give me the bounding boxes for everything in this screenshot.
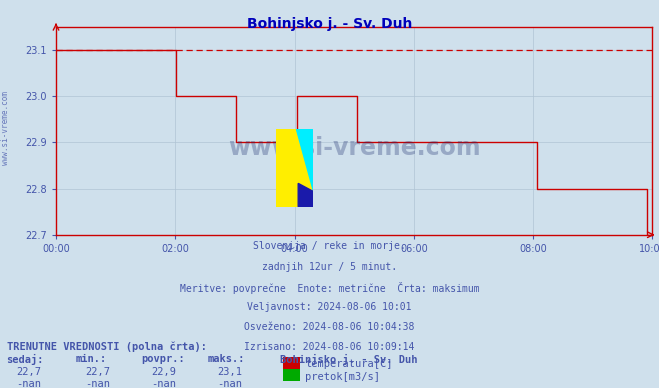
Text: 23,1: 23,1 bbox=[217, 367, 243, 377]
Text: pretok[m3/s]: pretok[m3/s] bbox=[305, 372, 380, 382]
Polygon shape bbox=[277, 129, 313, 207]
Text: -nan: -nan bbox=[217, 379, 243, 388]
Text: 22,9: 22,9 bbox=[152, 367, 177, 377]
Text: Bohinjsko j. - Sv. Duh: Bohinjsko j. - Sv. Duh bbox=[280, 354, 418, 365]
Text: Veljavnost: 2024-08-06 10:01: Veljavnost: 2024-08-06 10:01 bbox=[247, 302, 412, 312]
Polygon shape bbox=[297, 129, 313, 191]
Text: maks.:: maks.: bbox=[208, 354, 245, 364]
Text: sedaj:: sedaj: bbox=[7, 354, 44, 365]
Text: 22,7: 22,7 bbox=[16, 367, 42, 377]
Text: zadnjih 12ur / 5 minut.: zadnjih 12ur / 5 minut. bbox=[262, 262, 397, 272]
Text: -nan: -nan bbox=[16, 379, 42, 388]
Text: Slovenija / reke in morje.: Slovenija / reke in morje. bbox=[253, 241, 406, 251]
Text: 22,7: 22,7 bbox=[86, 367, 111, 377]
Text: min.:: min.: bbox=[76, 354, 107, 364]
Polygon shape bbox=[299, 184, 313, 207]
Text: www.si-vreme.com: www.si-vreme.com bbox=[228, 135, 480, 159]
Text: Izrisano: 2024-08-06 10:09:14: Izrisano: 2024-08-06 10:09:14 bbox=[244, 342, 415, 352]
Text: TRENUTNE VREDNOSTI (polna črta):: TRENUTNE VREDNOSTI (polna črta): bbox=[7, 341, 206, 352]
Text: -nan: -nan bbox=[152, 379, 177, 388]
Text: Bohinjsko j. - Sv. Duh: Bohinjsko j. - Sv. Duh bbox=[247, 17, 412, 31]
Text: temperatura[C]: temperatura[C] bbox=[305, 359, 393, 369]
Text: www.si-vreme.com: www.si-vreme.com bbox=[1, 91, 10, 165]
Text: povpr.:: povpr.: bbox=[142, 354, 185, 364]
Text: Osveženo: 2024-08-06 10:04:38: Osveženo: 2024-08-06 10:04:38 bbox=[244, 322, 415, 332]
Text: -nan: -nan bbox=[86, 379, 111, 388]
Text: Meritve: povprečne  Enote: metrične  Črta: maksimum: Meritve: povprečne Enote: metrične Črta:… bbox=[180, 282, 479, 294]
